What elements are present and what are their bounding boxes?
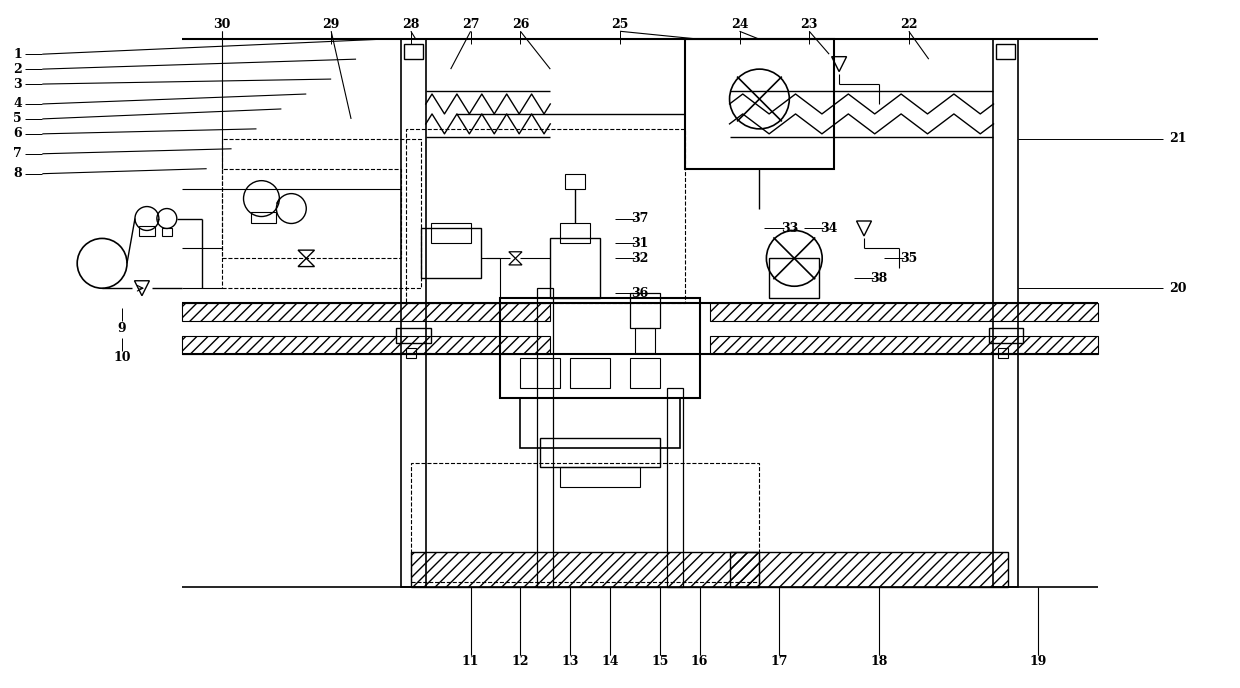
Text: 16: 16 [691, 655, 708, 668]
Text: 10: 10 [113, 352, 130, 365]
Text: 38: 38 [870, 272, 888, 285]
Text: 17: 17 [770, 655, 789, 668]
Text: 5: 5 [14, 112, 22, 125]
Text: 35: 35 [900, 252, 918, 265]
Bar [667, 388, 683, 587]
Bar [405, 348, 415, 358]
Bar [560, 468, 640, 487]
Bar [182, 303, 551, 321]
Bar [404, 44, 423, 59]
Text: 20: 20 [1169, 281, 1187, 294]
Bar [541, 438, 660, 468]
Bar [709, 336, 1099, 354]
Bar [630, 293, 660, 328]
Text: 37: 37 [631, 212, 649, 225]
Bar [222, 169, 401, 259]
Bar [988, 328, 1023, 343]
Text: 6: 6 [14, 127, 22, 140]
Bar [139, 226, 155, 237]
Text: 15: 15 [651, 655, 668, 668]
Text: 34: 34 [821, 222, 838, 235]
Bar [537, 288, 553, 587]
Bar [252, 211, 277, 224]
Bar [998, 348, 1008, 358]
Bar [401, 39, 425, 587]
Text: 8: 8 [14, 167, 22, 180]
Bar [521, 358, 560, 388]
Text: 22: 22 [900, 18, 918, 31]
Text: 28: 28 [402, 18, 419, 31]
Bar [729, 552, 1008, 587]
Bar [521, 398, 680, 448]
Bar [410, 552, 759, 587]
Bar [565, 173, 585, 189]
Bar [501, 298, 699, 398]
Bar [162, 228, 172, 237]
Text: 19: 19 [1029, 655, 1047, 668]
Text: 21: 21 [1169, 132, 1187, 145]
Text: 11: 11 [461, 655, 480, 668]
Text: 13: 13 [562, 655, 579, 668]
Bar [997, 44, 1016, 59]
Bar [396, 328, 430, 343]
Text: 12: 12 [512, 655, 529, 668]
Bar [430, 224, 471, 244]
Text: 31: 31 [631, 237, 649, 250]
Text: 33: 33 [781, 222, 797, 235]
Bar [405, 129, 684, 303]
Bar [993, 39, 1018, 587]
Bar [410, 462, 759, 582]
Text: 26: 26 [512, 18, 529, 31]
Bar [630, 358, 660, 388]
Bar [769, 259, 820, 298]
Text: 2: 2 [14, 63, 22, 76]
Bar [570, 358, 610, 388]
Text: 24: 24 [730, 18, 748, 31]
Text: 3: 3 [14, 78, 22, 91]
Text: 25: 25 [611, 18, 629, 31]
Bar [182, 336, 551, 354]
Text: 9: 9 [118, 321, 126, 334]
Text: 23: 23 [801, 18, 818, 31]
Bar [635, 328, 655, 353]
Bar [684, 39, 835, 169]
Bar [222, 139, 420, 288]
Text: 4: 4 [14, 98, 22, 111]
Bar [709, 303, 1099, 321]
Text: 36: 36 [631, 287, 649, 300]
Text: 14: 14 [601, 655, 619, 668]
Bar [420, 228, 481, 278]
Text: 18: 18 [870, 655, 888, 668]
Text: 30: 30 [213, 18, 231, 31]
Text: 32: 32 [631, 252, 649, 265]
Text: 27: 27 [461, 18, 480, 31]
Bar [560, 224, 590, 244]
Text: 29: 29 [322, 18, 340, 31]
Text: 1: 1 [14, 47, 22, 61]
Bar [551, 239, 600, 298]
Text: 7: 7 [14, 147, 22, 160]
